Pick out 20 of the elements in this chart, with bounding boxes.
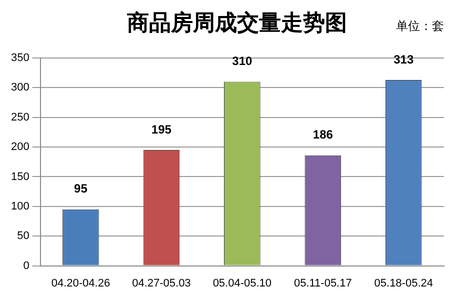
data-label: 95 bbox=[74, 182, 88, 196]
chart-title: 商品房周成交量走势图 bbox=[127, 10, 347, 36]
data-label: 313 bbox=[394, 52, 414, 66]
data-label: 310 bbox=[232, 54, 253, 68]
y-tick-label: 300 bbox=[10, 82, 30, 94]
data-label: 195 bbox=[151, 122, 172, 136]
y-tick-label: 200 bbox=[10, 141, 30, 154]
x-tick-label: 05.11-05.17 bbox=[294, 277, 352, 290]
y-tick-label: 0 bbox=[23, 260, 30, 272]
x-tick-label: 05.18-05.24 bbox=[374, 277, 433, 290]
x-tick-label: 04.20-04.26 bbox=[51, 277, 110, 290]
y-tick-label: 150 bbox=[10, 170, 30, 183]
y-tick-label: 350 bbox=[10, 52, 30, 64]
data-label: 186 bbox=[312, 128, 334, 142]
x-tick-label: 05.04-05.10 bbox=[212, 277, 272, 290]
y-tick-label: 250 bbox=[10, 111, 30, 124]
y-tick-label: 100 bbox=[10, 200, 30, 212]
x-tick-label: 04.27-05.03 bbox=[132, 277, 191, 290]
text: 单位：套 bbox=[396, 18, 444, 35]
y-tick-label: 50 bbox=[17, 230, 30, 242]
